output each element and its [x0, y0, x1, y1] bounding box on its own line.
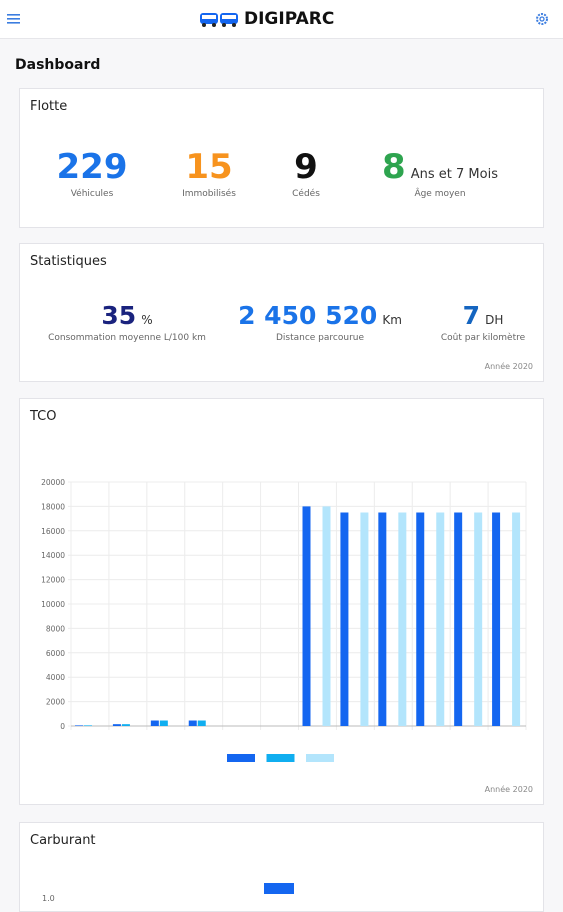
- stat: 229 Véhicules: [57, 147, 128, 199]
- bar: [416, 512, 425, 726]
- bar: [378, 512, 387, 726]
- bar: [360, 512, 369, 726]
- y-tick-label: 18000: [41, 502, 65, 511]
- legend-swatch: [306, 754, 334, 762]
- bar: [340, 512, 349, 726]
- stat-label: Cédés: [292, 189, 320, 199]
- stat: 8 Ans et 7 Mois Âge moyen: [382, 147, 498, 199]
- flotte-card: Flotte 229 Véhicules 15 Immobilisés 9 Cédés 8…: [19, 88, 544, 228]
- y-tick-label: 2000: [46, 698, 65, 707]
- y-tick-label: 14000: [41, 551, 65, 560]
- card-title: Carburant: [30, 833, 96, 848]
- stat-unit: %: [141, 313, 153, 327]
- card-title: Statistiques: [30, 254, 107, 269]
- y-tick-label: 20000: [41, 478, 65, 487]
- note: Année 2020: [484, 362, 533, 371]
- y-tick-label: 10000: [41, 600, 65, 609]
- stat-value: 35: [101, 301, 137, 330]
- stat-label: Véhicules: [70, 189, 114, 199]
- legend-swatch: [264, 883, 294, 894]
- stat-value: 7: [462, 301, 481, 330]
- y-tick-label: 16000: [41, 527, 65, 536]
- stat-row: 2 450 520 Km: [238, 301, 402, 331]
- stat-label: Consommation moyenne L/100 km: [48, 333, 206, 343]
- y-tick-label: 8000: [46, 624, 65, 633]
- bar: [454, 512, 463, 726]
- brand: DIGIPARC: [244, 9, 335, 29]
- bar: [159, 720, 168, 726]
- stat: 15 Immobilisés: [182, 147, 236, 199]
- stat-row: 7 DH: [441, 301, 525, 331]
- bar: [188, 720, 197, 726]
- stat-label: Âge moyen: [414, 189, 466, 199]
- stat-label: Distance parcourue: [275, 333, 365, 343]
- bar: [302, 506, 311, 726]
- stat-value: 8: [382, 147, 406, 187]
- y-tick-label: 0: [60, 722, 65, 731]
- stat: 9 Cédés: [292, 147, 320, 199]
- bar: [84, 725, 92, 726]
- bar: [197, 720, 206, 726]
- stat-unit: Km: [382, 313, 402, 327]
- bar: [492, 512, 501, 726]
- y-tick-label: 6000: [46, 649, 65, 658]
- bar: [398, 512, 407, 726]
- y-tick-label: 1.0: [42, 894, 55, 903]
- bar: [150, 720, 159, 726]
- stat-value: 9: [294, 147, 318, 187]
- bar: [322, 506, 331, 726]
- settings-icon[interactable]: [535, 12, 549, 26]
- bar: [512, 512, 521, 726]
- legend-swatch: [227, 754, 255, 762]
- stat: 7 DH Coût par kilomètre: [441, 301, 525, 343]
- page-title: Dashboard: [15, 57, 101, 73]
- statistiques-card: Statistiques 35 % Consommation moyenne L/…: [19, 243, 544, 382]
- stat-unit: Ans et 7 Mois: [410, 167, 498, 182]
- stat-value: 229: [56, 147, 128, 187]
- stat-label: Coût par kilomètre: [440, 333, 526, 343]
- y-tick-label: 12000: [41, 576, 65, 585]
- menu-icon[interactable]: [7, 13, 21, 25]
- stat-label: Immobilisés: [182, 189, 236, 199]
- note: Année 2020: [484, 785, 533, 794]
- chart: 0 2000 4000 6000 8000 10000 12000 14000 16000 180…: [41, 478, 527, 762]
- logo-icon: [200, 13, 238, 27]
- y-tick-label: 4000: [46, 673, 65, 682]
- bar: [121, 724, 130, 726]
- header: DIGIPARC: [0, 0, 563, 39]
- stat-value: 2 450 520: [238, 301, 378, 330]
- bar: [436, 512, 445, 726]
- stat-value: 15: [185, 147, 233, 187]
- tco-card: TCO 0 2000 4000 6000 8000 10000 12000 14000 1600…: [19, 398, 544, 805]
- stat-row: 35 %: [48, 301, 206, 331]
- stat-unit: DH: [485, 313, 504, 327]
- bar: [474, 512, 483, 726]
- bar: [75, 725, 83, 726]
- stat: 2 450 520 Km Distance parcourue: [238, 301, 402, 343]
- card-title: TCO: [30, 409, 57, 424]
- bar: [112, 724, 121, 726]
- card-title: Flotte: [30, 99, 68, 114]
- carburant-card: Carburant 1.0: [19, 822, 544, 912]
- stat: 35 % Consommation moyenne L/100 km: [48, 301, 206, 343]
- legend-swatch: [266, 754, 295, 762]
